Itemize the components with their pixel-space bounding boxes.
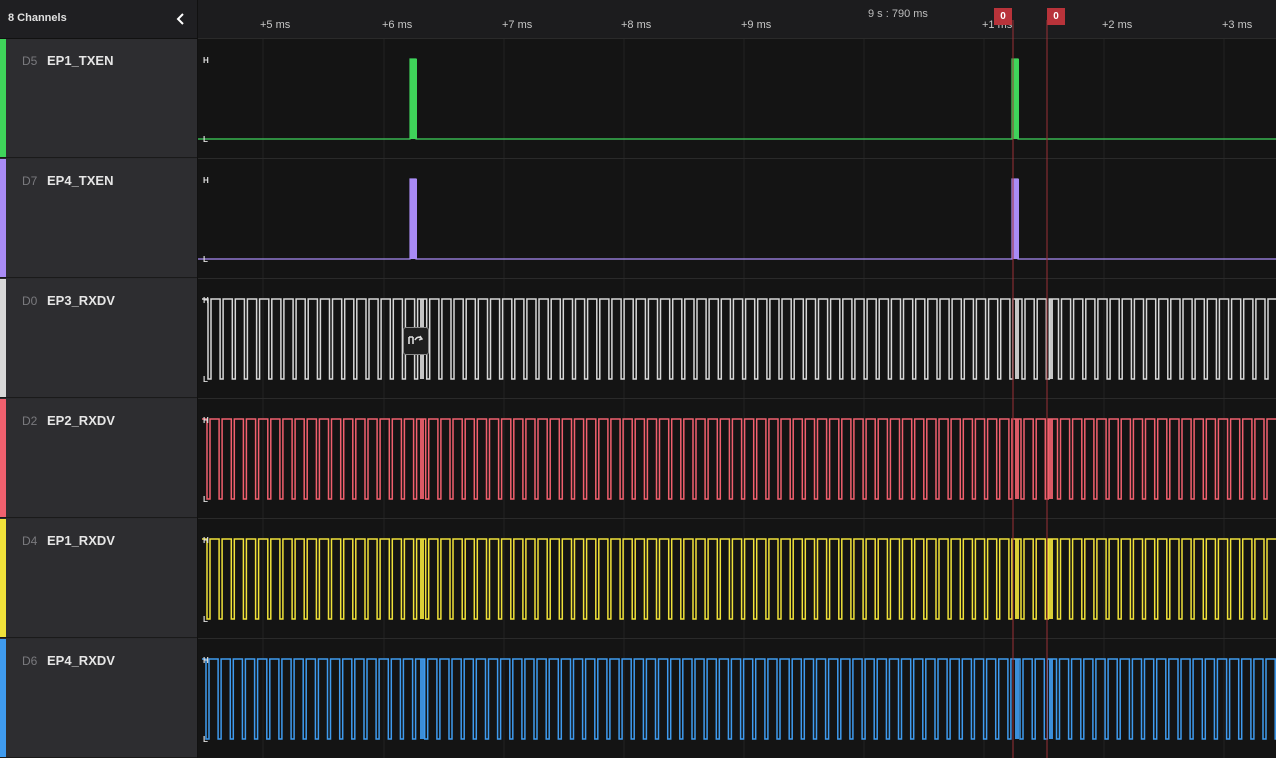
time-marker-flag[interactable]: 0 — [994, 8, 1012, 25]
channel-id: D5 — [22, 54, 38, 68]
level-high-label: H — [203, 536, 209, 545]
chevron-left-icon — [176, 13, 184, 25]
highlight-edge — [1015, 419, 1019, 499]
collapse-sidebar-button[interactable] — [172, 8, 190, 30]
level-low-label: L — [203, 615, 208, 624]
signal-trace — [202, 658, 1276, 740]
signal-trace — [198, 178, 1276, 260]
time-tick-label: +9 ms — [741, 19, 772, 31]
sidebar-header: 8 Channels — [0, 0, 197, 39]
highlight-edge — [1049, 659, 1053, 739]
channel-row-ep2-rxdv[interactable]: D2 EP2_RXDV — [0, 399, 197, 518]
channel-row-ep4-rxdv[interactable]: D6 EP4_RXDV — [0, 639, 197, 758]
signal-trace — [202, 538, 1276, 620]
channel-color-bar — [0, 279, 6, 397]
pulse — [410, 59, 417, 139]
channel-color-bar — [0, 399, 6, 517]
channel-name: EP2_RXDV — [47, 413, 115, 428]
pulse — [1012, 59, 1019, 139]
level-high-label: H — [203, 296, 209, 305]
channel-color-bar — [0, 639, 6, 757]
channel-sidebar: 8 Channels D5 EP1_TXEN D7 EP4_TXEN D0 EP3_RXD… — [0, 0, 198, 758]
level-high-label: H — [203, 176, 209, 185]
channel-row-ep4-txen[interactable]: D7 EP4_TXEN — [0, 159, 197, 278]
channel-name: EP4_RXDV — [47, 653, 115, 668]
highlight-edge — [420, 419, 424, 499]
time-tick-label: +7 ms — [502, 19, 533, 31]
waveform-area[interactable]: 9 s : 790 ms +5 ms +6 ms +7 ms +8 ms +9 ms +1… — [198, 0, 1276, 758]
highlight-edge — [1049, 299, 1053, 379]
waveform-ep1-txen: HL — [198, 56, 1276, 144]
pulse — [410, 179, 417, 259]
channel-name: EP3_RXDV — [47, 293, 115, 308]
channel-row-ep1-txen[interactable]: D5 EP1_TXEN — [0, 39, 197, 158]
time-marker-flag[interactable]: 0 — [1047, 8, 1065, 25]
channel-id: D7 — [22, 174, 38, 188]
time-tick-label: +2 ms — [1102, 19, 1133, 31]
channel-row-ep1-rxdv[interactable]: D4 EP1_RXDV — [0, 519, 197, 638]
waveform-ep1-rxdv: HL — [202, 536, 1276, 624]
channel-name: EP1_RXDV — [47, 533, 115, 548]
waveform-ep2-rxdv: HL — [202, 416, 1276, 504]
level-high-label: H — [203, 416, 209, 425]
measure-tool-icon — [408, 335, 424, 344]
channel-name: EP4_TXEN — [47, 173, 114, 188]
level-low-label: L — [203, 255, 208, 264]
time-tick-label: +6 ms — [382, 19, 413, 31]
level-low-label: L — [203, 375, 208, 384]
pulse — [1012, 179, 1019, 259]
signal-trace — [202, 298, 1276, 380]
highlight-edge — [420, 659, 424, 739]
channel-color-bar — [0, 519, 6, 637]
measure-tool-button[interactable] — [403, 327, 429, 355]
waveform-ep4-txen: HL — [198, 176, 1276, 264]
highlight-edge — [1015, 659, 1019, 739]
time-tick-label: +3 ms — [1222, 19, 1253, 31]
highlight-edge — [1015, 299, 1019, 379]
level-high-label: H — [203, 656, 209, 665]
level-low-label: L — [203, 135, 208, 144]
channel-id: D2 — [22, 414, 38, 428]
time-tick-label: +5 ms — [260, 19, 291, 31]
level-low-label: L — [203, 735, 208, 744]
time-ruler[interactable]: 9 s : 790 ms +5 ms +6 ms +7 ms +8 ms +9 ms +1… — [198, 0, 1276, 39]
signal-trace — [202, 418, 1276, 500]
highlight-edge — [1049, 419, 1053, 499]
signal-trace — [198, 58, 1276, 140]
channel-id: D0 — [22, 294, 38, 308]
channel-id: D6 — [22, 654, 38, 668]
channel-name: EP1_TXEN — [47, 53, 114, 68]
channel-color-bar — [0, 159, 6, 277]
level-high-label: H — [203, 56, 209, 65]
channel-row-ep3-rxdv[interactable]: D0 EP3_RXDV — [0, 279, 197, 398]
level-low-label: L — [203, 495, 208, 504]
channel-id: D4 — [22, 534, 38, 548]
highlight-edge — [420, 539, 424, 619]
waveform-ep3-rxdv: HL — [202, 296, 1276, 384]
highlight-edge — [1049, 539, 1053, 619]
time-tick-label: +8 ms — [621, 19, 652, 31]
channel-color-bar — [0, 39, 6, 157]
waveform-ep4-rxdv: HL — [202, 656, 1276, 744]
highlight-edge — [1015, 539, 1019, 619]
time-ruler-timestamp: 9 s : 790 ms — [868, 8, 928, 20]
channel-count-label: 8 Channels — [8, 12, 67, 24]
